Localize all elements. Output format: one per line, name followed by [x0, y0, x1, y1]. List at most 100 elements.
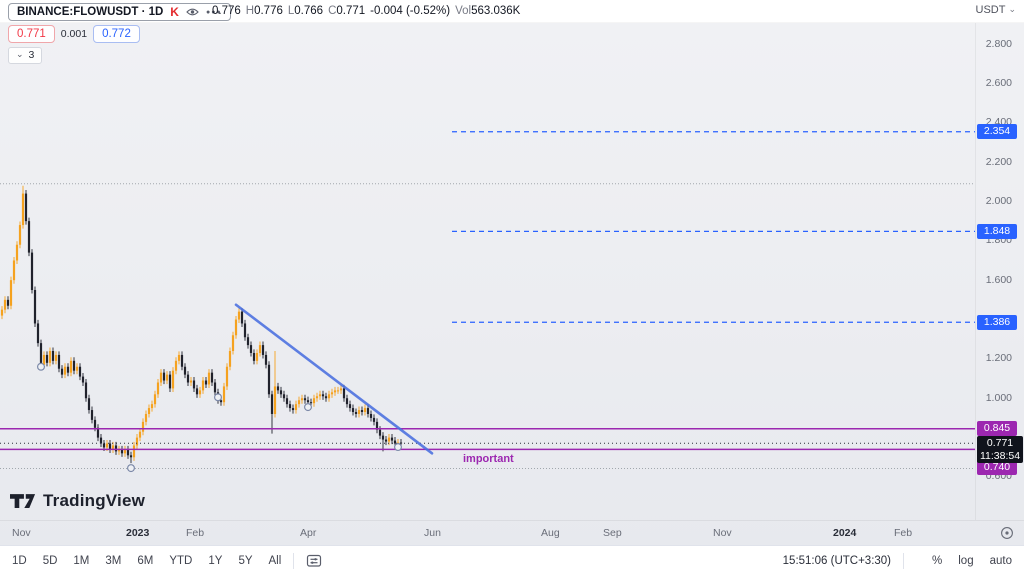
candle-body — [117, 449, 121, 452]
candle-body — [15, 244, 19, 261]
chevron-down-icon: ⌄ — [16, 49, 24, 59]
price-scale[interactable]: 2.800 2.600 2.400 2.200 2.000 1.800 1.600 1.200… — [975, 22, 1024, 520]
candle-body — [333, 390, 337, 393]
candle-body — [78, 366, 82, 377]
candle-body — [327, 394, 331, 399]
chart-canvas[interactable] — [0, 0, 975, 520]
candle-body — [348, 404, 352, 409]
candle-body — [99, 437, 103, 444]
candle-body — [387, 437, 391, 442]
symbol-pill[interactable]: BINANCE:FLOWUSDT · 1D K ●●● — [8, 3, 231, 21]
candle-body — [234, 319, 238, 336]
candle-body — [144, 413, 148, 422]
range-button-5y[interactable]: 5Y — [238, 554, 253, 567]
currency-label: USDT — [975, 4, 1006, 16]
candle-body — [162, 372, 166, 381]
more-icon[interactable]: ●●● — [205, 8, 222, 16]
candle-body — [66, 366, 70, 373]
scale-button-percent[interactable]: % — [932, 554, 943, 567]
divider — [903, 552, 905, 569]
symbol-title: BINANCE:FLOWUSDT · 1D — [17, 6, 164, 18]
time-scale[interactable]: Nov 2023 Feb Apr Jun Aug Sep Nov 2024 Feb — [0, 520, 1024, 546]
volume-value: 563.036K — [471, 5, 521, 17]
candle-body — [156, 382, 160, 395]
descending-trendline[interactable] — [234, 303, 434, 455]
ohlc-readout: 0.776 H0.776 L0.766 C0.771 -0.004 (-0.52… — [212, 5, 521, 17]
candle-body — [57, 354, 61, 369]
time-tick: Aug — [541, 527, 560, 539]
circle-marker[interactable] — [304, 403, 313, 412]
candle-body — [189, 380, 193, 383]
important-annotation[interactable]: important — [463, 453, 514, 466]
currency-dropdown[interactable]: USDT ⌄ — [975, 4, 1017, 17]
candle-body — [0, 309, 4, 316]
circle-marker[interactable] — [36, 362, 45, 371]
sell-button[interactable]: 0.771 — [8, 25, 55, 43]
blue-level-price-label: 1.848 — [977, 223, 1017, 239]
range-button-ytd[interactable]: YTD — [169, 554, 193, 567]
candle-body — [132, 445, 136, 458]
candle-body — [24, 193, 28, 222]
candle-body — [264, 354, 268, 365]
price-tick: 1.200 — [985, 352, 1012, 365]
candle-body — [309, 402, 313, 404]
candle-body — [210, 372, 214, 383]
candle-body — [312, 398, 316, 404]
candle-body — [243, 323, 247, 338]
candle-body — [231, 335, 235, 352]
chart-background — [0, 22, 1024, 545]
candle-body — [9, 280, 13, 306]
scale-button-log[interactable]: log — [958, 554, 974, 567]
broker-k-icon[interactable]: K — [170, 5, 179, 19]
scroll-to-recent-icon[interactable] — [1000, 526, 1014, 540]
candle-body — [138, 431, 142, 438]
candle-body — [54, 354, 58, 361]
current-price-value: 0.771 — [986, 437, 1014, 450]
candle-body — [102, 443, 106, 448]
range-button-1m[interactable]: 1M — [73, 554, 90, 567]
circle-marker[interactable] — [126, 464, 135, 473]
candle-body — [114, 445, 118, 452]
candle-body — [48, 351, 52, 363]
candle-body — [276, 386, 280, 391]
candle-body — [255, 352, 259, 361]
circle-marker[interactable] — [394, 443, 403, 452]
circle-marker[interactable] — [214, 393, 223, 402]
price-tick: 2.800 — [985, 37, 1012, 50]
candle-body — [294, 404, 298, 411]
range-button-5d[interactable]: 5D — [42, 554, 58, 567]
candle-body — [399, 442, 403, 444]
candle-body — [51, 351, 55, 361]
range-button-all[interactable]: All — [268, 554, 282, 567]
candle-body — [93, 419, 97, 428]
close-value: 0.771 — [336, 5, 366, 17]
go-to-date-button[interactable] — [306, 553, 322, 568]
candle-body — [246, 337, 250, 346]
candle-body — [345, 398, 349, 405]
candle-body — [42, 354, 46, 365]
candle-body — [381, 435, 385, 440]
candle-body — [147, 408, 151, 414]
clock[interactable]: 15:51:06 (UTC+3:30) — [782, 554, 892, 567]
range-button-6m[interactable]: 6M — [137, 554, 154, 567]
candle-body — [198, 390, 202, 395]
range-button-3m[interactable]: 3M — [105, 554, 122, 567]
range-button-1d[interactable]: 1D — [12, 554, 27, 567]
time-tick: Sep — [603, 527, 622, 539]
scale-button-auto[interactable]: auto — [989, 554, 1012, 567]
buy-button[interactable]: 0.772 — [93, 25, 140, 43]
candle-body — [21, 193, 25, 226]
range-button-1y[interactable]: 1Y — [208, 554, 223, 567]
candle-body — [129, 455, 133, 458]
indicators-collapse-button[interactable]: ⌄ 3 — [8, 47, 43, 64]
candle-body — [282, 394, 286, 399]
candle-body — [75, 366, 79, 371]
time-tick: Apr — [300, 527, 317, 539]
eye-icon[interactable] — [186, 7, 199, 17]
tradingview-logo[interactable]: TradingView — [10, 491, 145, 511]
candle-body — [69, 360, 73, 373]
candle-body — [45, 354, 49, 363]
bar-countdown: 11:38:54 — [979, 450, 1021, 463]
candle-body — [180, 354, 184, 367]
